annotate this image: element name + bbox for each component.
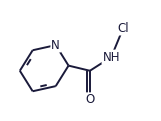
Text: O: O	[85, 93, 95, 106]
Text: NH: NH	[103, 51, 120, 64]
Text: N: N	[51, 39, 60, 52]
Text: Cl: Cl	[117, 22, 129, 34]
